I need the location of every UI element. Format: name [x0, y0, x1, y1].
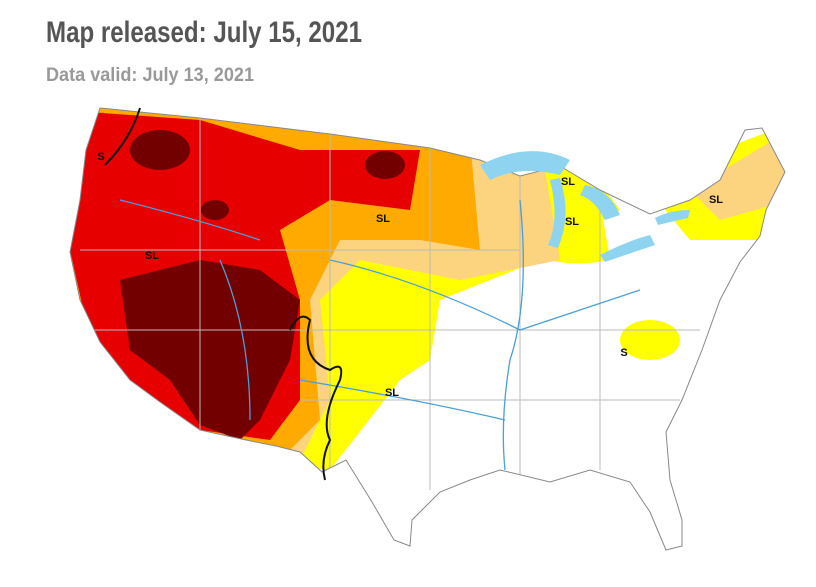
us-outline — [69, 107, 786, 551]
abnormally-dry — [620, 320, 680, 360]
lake — [655, 210, 690, 225]
impact-boundary — [289, 315, 343, 481]
impact-label: SL — [709, 194, 723, 206]
impact-label: SL — [385, 387, 399, 399]
exceptional-drought — [130, 130, 190, 170]
exceptional-drought — [120, 260, 300, 440]
moderate-drought — [690, 130, 785, 220]
impact-label: S — [97, 151, 104, 163]
lake — [600, 235, 655, 262]
lake — [548, 178, 566, 248]
impact-label: SL — [376, 213, 390, 225]
impact-label: S — [620, 347, 627, 359]
lake — [480, 151, 570, 180]
impact-boundary — [104, 107, 141, 166]
map-title: Map released: July 15, 2021 — [46, 16, 362, 49]
exceptional-drought — [365, 151, 405, 179]
map-subtitle: Data valid: July 13, 2021 — [46, 65, 254, 86]
impact-label: SL — [565, 216, 579, 228]
impact-label: SL — [561, 176, 575, 188]
rivers — [119, 199, 641, 471]
lake — [580, 185, 620, 220]
state-lines — [80, 118, 700, 490]
impact-label: SL — [145, 250, 159, 262]
exceptional-drought — [201, 200, 229, 220]
